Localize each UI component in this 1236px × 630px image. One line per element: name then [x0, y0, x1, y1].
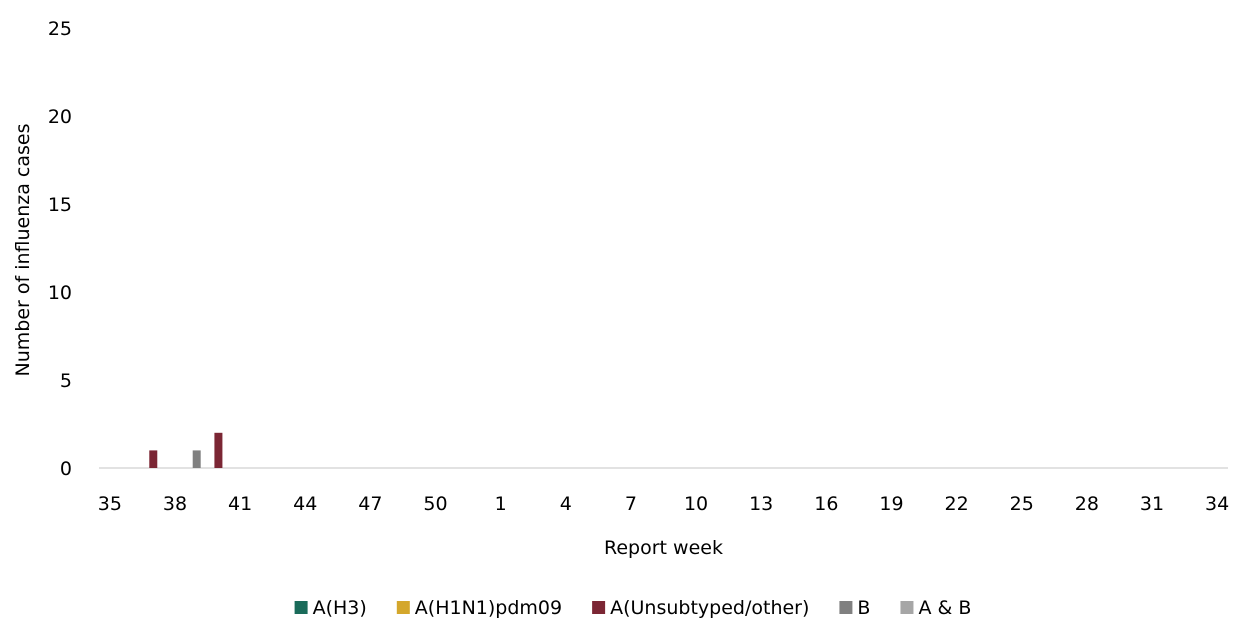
y-tick-label: 25 [48, 18, 72, 40]
x-tick-label: 25 [1010, 493, 1034, 515]
x-tick-label: 13 [749, 493, 773, 515]
bars [149, 432, 223, 468]
y-tick-label: 15 [48, 194, 72, 216]
x-tick-label: 19 [879, 493, 903, 515]
legend-label: A(Unsubtyped/other) [610, 597, 809, 619]
x-tick-label: 35 [98, 493, 122, 515]
bar-b-week-39 [192, 450, 201, 468]
legend-swatch [900, 601, 914, 614]
legend-swatch [294, 601, 308, 614]
bar-a-unsubtyped-other--week-37 [149, 450, 158, 468]
legend: A(H3) A(H1N1)pdm09 A(Unsubtyped/other) B A &… [294, 597, 971, 619]
x-tick-label: 22 [945, 493, 969, 515]
legend-swatch [839, 601, 853, 614]
legend-label: A(H3) [313, 597, 367, 619]
legend-label: B [857, 597, 870, 619]
x-tick-label: 4 [560, 493, 572, 515]
x-tick-label: 50 [423, 493, 447, 515]
x-tick-label: 41 [228, 493, 252, 515]
x-tick-label: 28 [1075, 493, 1099, 515]
legend-label: A(H1N1)pdm09 [415, 597, 562, 619]
x-tick-label: 7 [625, 493, 637, 515]
x-tick-label: 47 [358, 493, 382, 515]
x-axis-title: Report week [604, 537, 723, 559]
x-tick-label: 38 [163, 493, 187, 515]
y-tick-label: 0 [60, 458, 72, 480]
x-axis-ticks: 35 38 41 44 47 50 1 4 7 10 13 16 19 22 25 28 31 34 [98, 493, 1229, 515]
legend-label: A & B [918, 597, 971, 619]
legend-swatch [396, 601, 410, 614]
x-tick-label: 34 [1205, 493, 1229, 515]
y-axis-title: Number of influenza cases [12, 123, 34, 376]
y-axis-ticks: 0 5 10 15 20 25 [48, 18, 72, 480]
y-tick-label: 10 [48, 282, 72, 304]
x-tick-label: 44 [293, 493, 317, 515]
y-tick-label: 20 [48, 106, 72, 128]
legend-item: A & B [900, 597, 971, 619]
legend-item: B [839, 597, 870, 619]
legend-item: A(H3) [294, 597, 367, 619]
x-tick-label: 1 [495, 493, 507, 515]
y-tick-label: 5 [60, 370, 72, 392]
legend-item: A(H1N1)pdm09 [396, 597, 562, 619]
x-tick-label: 31 [1140, 493, 1164, 515]
bar-a-unsubtyped-other--week-40 [214, 432, 223, 468]
x-tick-label: 10 [684, 493, 708, 515]
legend-item: A(Unsubtyped/other) [592, 597, 809, 619]
legend-swatch [592, 601, 606, 614]
x-tick-label: 16 [814, 493, 838, 515]
